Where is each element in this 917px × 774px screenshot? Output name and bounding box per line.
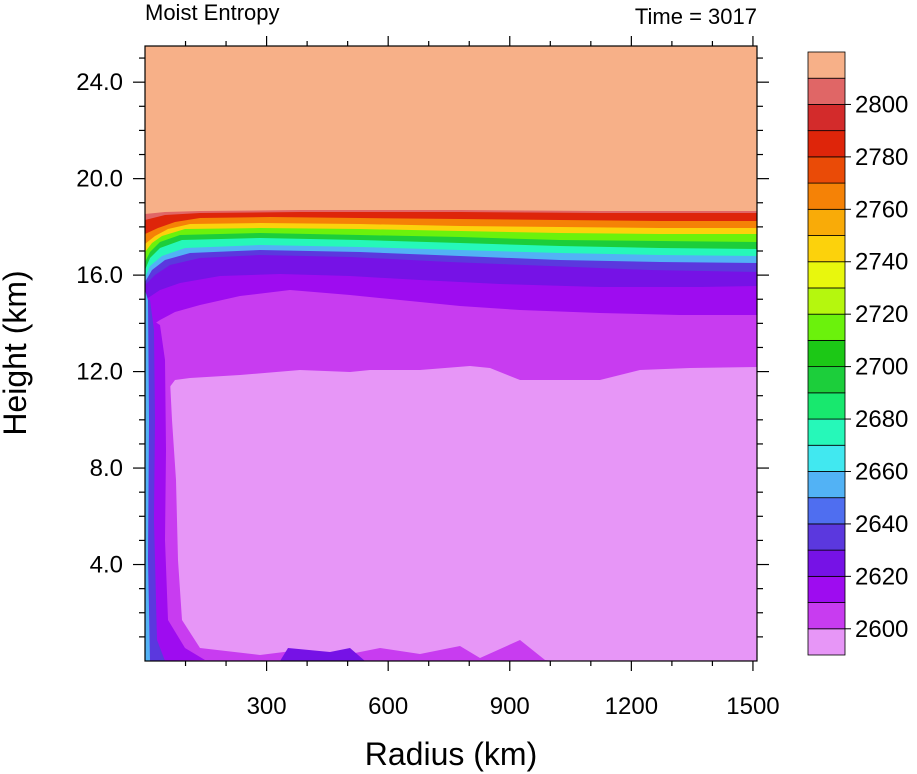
colorbar-swatch: [807, 602, 846, 630]
colorbar-swatch: [807, 130, 846, 158]
contour-field: [145, 46, 757, 661]
y-tick-label: 20.0: [76, 166, 123, 193]
colorbar-swatch: [807, 497, 846, 525]
region-eyewall-core: [145, 320, 205, 661]
colorbar-swatch: [807, 628, 846, 656]
plot-frame: [144, 45, 758, 662]
y-axis: 4.0 8.0 12.0 16.0 20.0 24.0: [76, 57, 769, 638]
time-label: Time = 3017: [635, 4, 757, 29]
colorbar-tick-label: 2600: [855, 616, 908, 643]
chart-title: Moist Entropy: [145, 0, 280, 25]
colorbar-swatch: [807, 575, 846, 603]
colorbar-tick-label: 2780: [855, 144, 908, 171]
colorbar-swatch: [807, 313, 846, 341]
y-axis-label: Height (km): [0, 270, 33, 435]
y-tick-label: 4.0: [90, 552, 123, 579]
x-tick-label: 600: [368, 693, 408, 720]
region-eyewall-inner: [145, 328, 560, 661]
colorbar-tick-label: 2720: [855, 301, 908, 328]
region-eyewall-violet: [145, 300, 165, 661]
colorbar-swatch: [807, 418, 846, 446]
colorbar-swatch: [807, 549, 846, 577]
x-axis-label: Radius (km): [365, 736, 537, 772]
colorbar-tick-label: 2620: [855, 563, 908, 590]
colorbar: 2600 2620 2640 2660 2680 2700 2720 2740 2760 2780…: [807, 51, 908, 656]
colorbar-swatch: [807, 366, 846, 394]
colorbar-tick-label: 2800: [855, 91, 908, 118]
colorbar-swatch: [807, 261, 846, 289]
colorbar-tick-label: 2660: [855, 458, 908, 485]
colorbar-swatch: [807, 77, 846, 105]
x-tick-label: 900: [490, 693, 530, 720]
colorbar-tick-label: 2740: [855, 249, 908, 276]
colorbar-swatch: [807, 104, 846, 132]
y-tick-label: 16.0: [76, 262, 123, 289]
y-tick-label: 12.0: [76, 359, 123, 386]
region-upper-stratosphere: [145, 46, 757, 214]
colorbar-tick-label: 2640: [855, 511, 908, 538]
colorbar-tick-label: 2700: [855, 354, 908, 381]
colorbar-swatch: [807, 339, 846, 368]
colorbar-swatch: [807, 235, 846, 263]
colorbar-tick-label: 2680: [855, 406, 908, 433]
x-tick-label: 1500: [726, 693, 779, 720]
colorbar-swatch: [807, 208, 846, 236]
colorbar-swatch: [807, 471, 846, 499]
x-axis: 300 600 900 1200 1500: [184, 36, 780, 720]
colorbar-swatch: [807, 287, 846, 315]
x-tick-label: 300: [247, 693, 287, 720]
colorbar-tick-label: 2760: [855, 196, 908, 223]
colorbar-swatch: [807, 392, 846, 420]
y-tick-label: 24.0: [76, 69, 123, 96]
colorbar-swatch: [807, 182, 846, 210]
colorbar-swatch: [807, 523, 846, 551]
x-tick-label: 1200: [605, 693, 658, 720]
region-near-surface-purple: [280, 648, 365, 661]
region-eyewall-blue: [145, 290, 150, 661]
colorbar-swatch: [807, 444, 846, 472]
colorbar-swatch: [807, 51, 846, 79]
colorbar-swatch: [807, 156, 846, 184]
y-tick-label: 8.0: [90, 455, 123, 482]
